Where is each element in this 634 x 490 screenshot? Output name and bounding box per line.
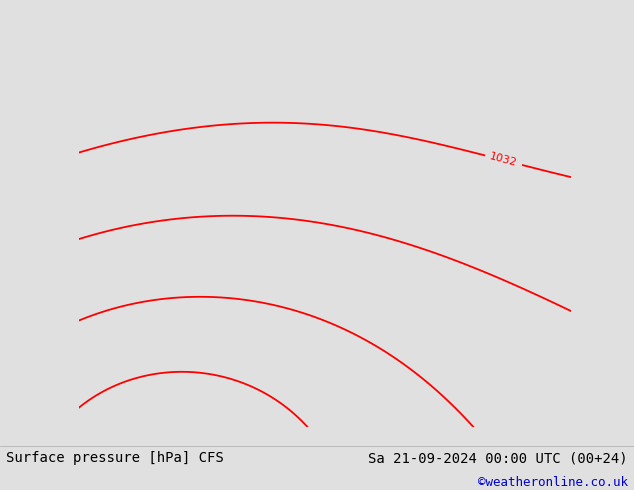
Text: 1032: 1032 — [489, 152, 519, 169]
Text: 1028: 1028 — [587, 315, 617, 337]
Text: ©weatheronline.co.uk: ©weatheronline.co.uk — [477, 476, 628, 489]
Text: Sa 21-09-2024 00:00 UTC (00+24): Sa 21-09-2024 00:00 UTC (00+24) — [368, 451, 628, 465]
Text: Surface pressure [hPa] CFS: Surface pressure [hPa] CFS — [6, 451, 224, 465]
Text: 1016: 1016 — [215, 462, 236, 490]
Text: 1024: 1024 — [516, 483, 540, 490]
Text: 1020: 1020 — [308, 428, 332, 457]
